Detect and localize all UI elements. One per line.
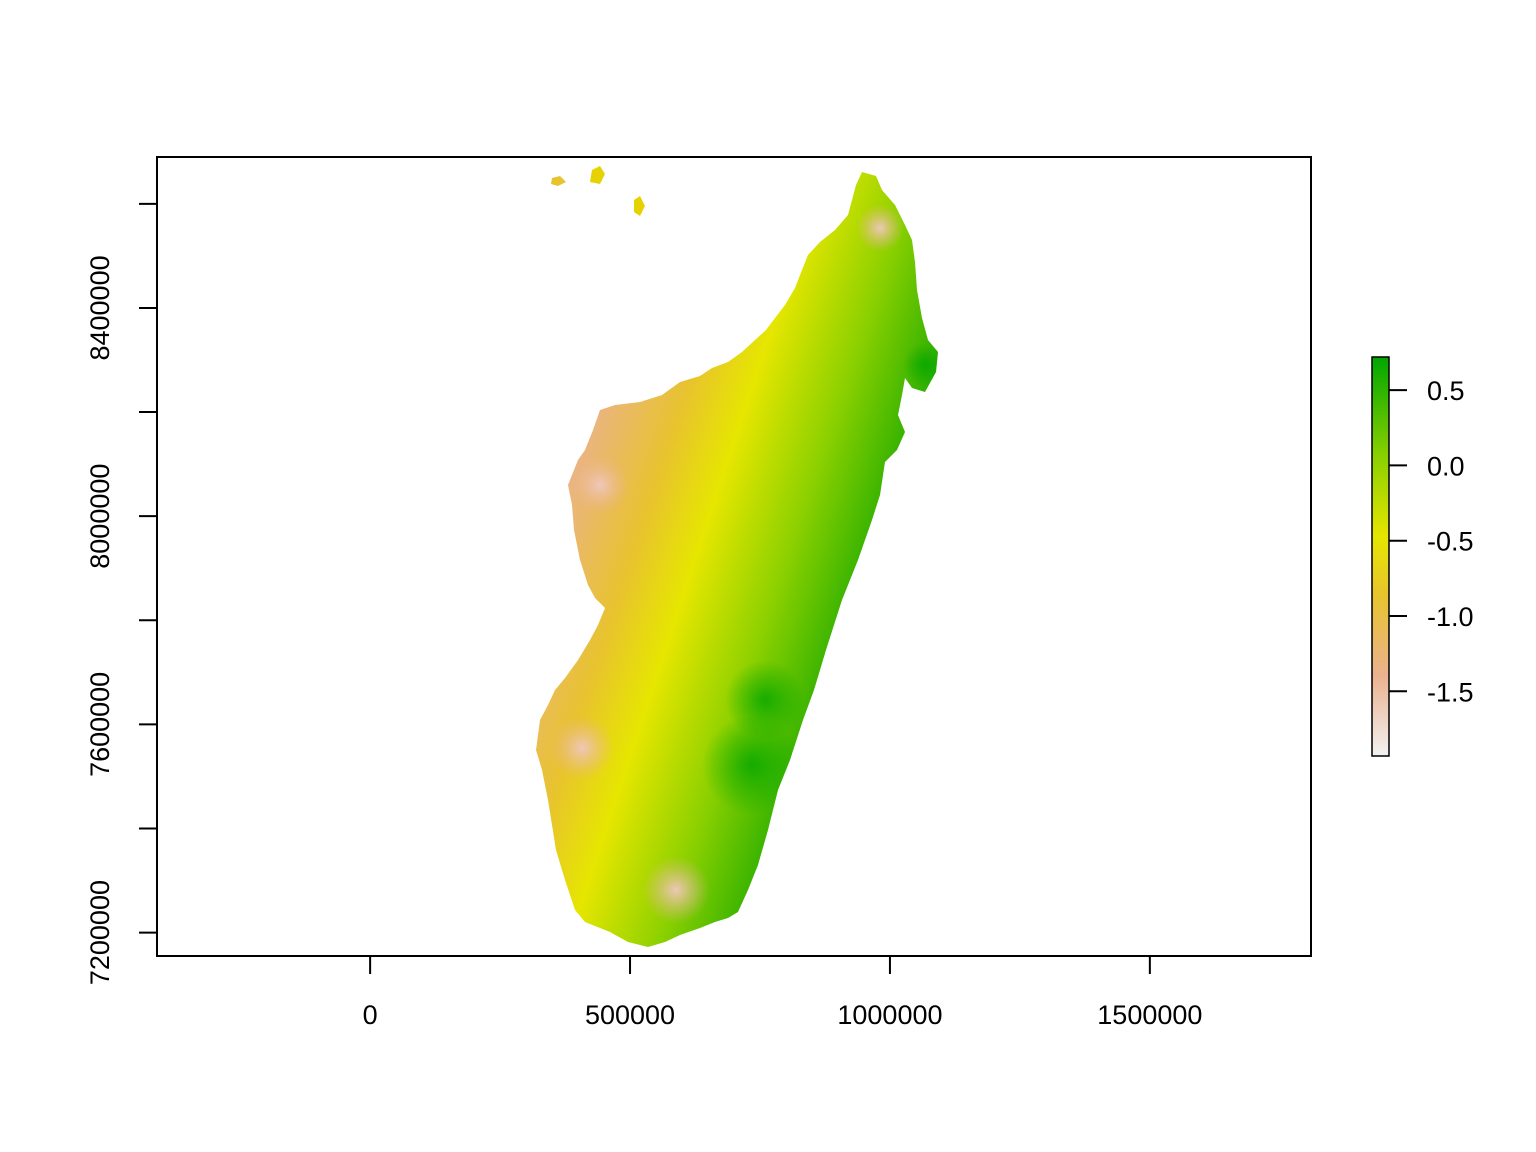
x-tick-label: 0: [363, 1000, 378, 1030]
high-value-spot: [903, 343, 938, 387]
legend-tick-label: -0.5: [1427, 527, 1474, 557]
small-island: [634, 196, 645, 216]
legend-tick-label: 0.5: [1427, 376, 1465, 406]
x-tick-label: 1000000: [837, 1000, 942, 1030]
y-tick-label: 7600000: [85, 672, 115, 777]
plot-frame: [156, 156, 1312, 957]
legend-tick-label: -1.0: [1427, 602, 1474, 632]
y-tick-label: 8400000: [85, 255, 115, 360]
legend-tick-label: -1.5: [1427, 677, 1474, 707]
small-island: [551, 176, 566, 186]
legend-tick-label: 0.0: [1427, 451, 1465, 481]
low-value-spot: [856, 204, 904, 252]
y-tick-label: 8000000: [85, 464, 115, 569]
legend-colorbar: [1371, 356, 1390, 757]
y-tick-label: 7200000: [85, 880, 115, 985]
high-value-spot: [725, 660, 805, 740]
low-value-spot: [550, 716, 614, 780]
low-value-spot: [642, 856, 710, 924]
x-tick-label: 1500000: [1097, 1000, 1202, 1030]
small-island: [590, 166, 605, 184]
color-legend: 0.5 0.0 -0.5 -1.0 -1.5: [1371, 356, 1474, 757]
high-value-spot: [702, 715, 802, 815]
x-tick-label: 500000: [585, 1000, 675, 1030]
low-value-spot: [570, 455, 630, 515]
raster-layer: [536, 166, 938, 947]
y-axis: 7200000 7600000 8000000 8400000: [85, 202, 157, 985]
x-axis: 0 500000 1000000 1500000: [363, 956, 1202, 1030]
